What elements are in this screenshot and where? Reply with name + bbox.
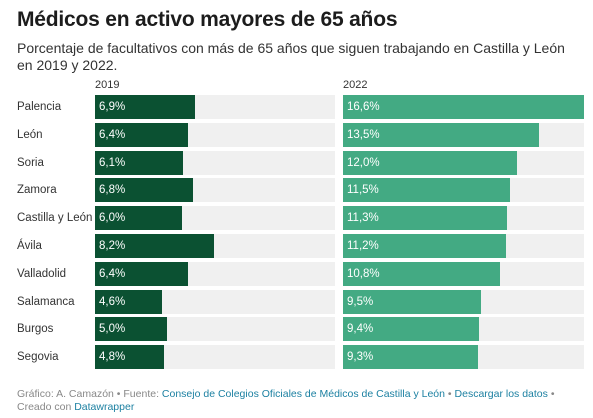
footer-created-prefix: • Creado con — [17, 388, 555, 413]
category-label: Zamora — [17, 184, 57, 197]
category-label: Segovia — [17, 351, 59, 364]
footer-source-prefix: • Fuente: — [113, 388, 162, 400]
bar-value-label: 6,0% — [99, 212, 126, 225]
category-label: Soria — [17, 156, 44, 169]
bar-2022 — [343, 150, 518, 175]
bar-2022 — [343, 289, 481, 314]
bar-value-label: 6,4% — [99, 128, 126, 141]
bar-2019 — [95, 95, 195, 119]
panel-title-2019: 2019 — [95, 79, 120, 91]
bar-value-label: 11,2% — [347, 240, 379, 252]
bar-value-label: 9,5% — [347, 295, 374, 308]
category-label: Salamanca — [17, 295, 75, 308]
category-label: León — [17, 128, 43, 141]
bar-2019 — [95, 234, 214, 258]
bar-2019 — [95, 345, 165, 370]
chart-area: 2019 2022 Palencia 6,9% 16,6% León 6,4% 13,5% So… — [0, 74, 593, 374]
bar-value-label: 9,3% — [347, 351, 374, 364]
datawrapper-link[interactable]: Datawrapper — [74, 401, 135, 413]
bar-value-label: 6,1% — [99, 156, 126, 169]
footer-separator: • — [445, 388, 455, 400]
bar-value-label: 11,5% — [347, 184, 379, 197]
bar-2022 — [343, 178, 510, 203]
footer-source-link[interactable]: Consejo de Colegios Oficiales de Médicos… — [161, 388, 445, 400]
bar-2019 — [95, 317, 168, 342]
bar-2019 — [95, 261, 188, 286]
bar-value-label: 10,8% — [347, 267, 380, 280]
bar-value-label: 6,8% — [99, 184, 126, 197]
bar-2019 — [95, 289, 162, 314]
bar-value-label: 8,2% — [99, 240, 126, 252]
bar-value-label: 6,9% — [99, 101, 126, 113]
bar-value-label: 4,8% — [99, 351, 126, 364]
footer-credit: Gráfico: A. Camazón — [17, 388, 114, 400]
bar-value-label: 4,6% — [99, 295, 126, 308]
bar-value-label: 9,4% — [347, 323, 374, 336]
bar-2022 — [343, 345, 479, 370]
category-label: Castilla y León — [17, 212, 93, 225]
bar-2019 — [95, 206, 182, 231]
bar-2019 — [95, 122, 188, 147]
bar-value-label: 6,4% — [99, 267, 126, 280]
bar-2022 — [343, 261, 500, 286]
bar-value-label: 11,3% — [347, 212, 379, 225]
panel-title-2022: 2022 — [343, 79, 368, 91]
download-data-link[interactable]: Descargar los datos — [454, 388, 548, 400]
category-label: Burgos — [17, 323, 54, 336]
bar-2019 — [95, 150, 184, 175]
bar-2022 — [343, 122, 539, 147]
bar-value-label: 16,6% — [347, 101, 380, 113]
bar-value-label: 12,0% — [347, 156, 380, 169]
chart-title: Médicos en activo mayores de 65 años — [17, 8, 398, 31]
category-label: Palencia — [17, 101, 62, 113]
category-label: Valladolid — [17, 267, 67, 280]
bar-2022 — [343, 234, 506, 258]
bar-2022 — [343, 95, 584, 119]
chart-footer: Gráfico: A. Camazón • Fuente: Consejo de… — [17, 388, 582, 414]
category-label: Ávila — [17, 240, 42, 252]
bar-2022 — [343, 317, 480, 342]
bar-2019 — [95, 178, 194, 203]
bar-value-label: 13,5% — [347, 128, 380, 141]
chart-subtitle: Porcentaje de facultativos con más de 65… — [17, 40, 565, 73]
bar-2022 — [343, 206, 508, 231]
bar-value-label: 5,0% — [99, 323, 126, 336]
